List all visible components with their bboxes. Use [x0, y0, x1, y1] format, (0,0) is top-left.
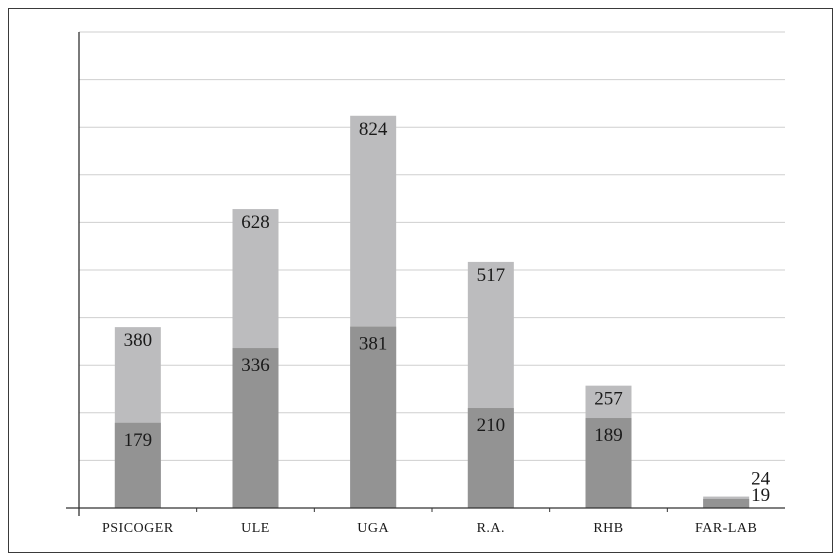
bar-segment [467, 408, 514, 508]
x-tick-label: FAR-LAB [695, 521, 757, 536]
bar-segment [703, 498, 750, 508]
bar-segment [232, 348, 279, 508]
data-label-total: 824 [359, 119, 388, 140]
bar-segment [585, 418, 632, 508]
data-label-total: 380 [124, 330, 153, 351]
data-label-segment: 189 [594, 425, 623, 446]
data-label-segment: 179 [124, 430, 153, 451]
bars [114, 115, 750, 508]
data-label-segment: 210 [477, 415, 506, 436]
data-label-segment: 381 [359, 334, 388, 355]
labels: 380 179 PSICOGER 628 336 ULE 824 381 UGA 517 210 R.… [102, 119, 771, 536]
data-label-total: 517 [477, 265, 506, 286]
x-tick-label: ULE [241, 521, 270, 536]
x-tick-label: UGA [357, 521, 389, 536]
data-label-segment: 19 [751, 485, 770, 506]
x-tick-label: RHB [593, 521, 623, 536]
gridlines [79, 31, 785, 461]
data-label-total: 24 [751, 469, 771, 490]
x-tick-label: PSICOGER [102, 521, 174, 536]
data-label-total: 628 [241, 212, 270, 233]
data-label-segment: 336 [241, 355, 270, 376]
x-tick-label: R.A. [477, 521, 505, 536]
axes [66, 32, 785, 516]
bar-segment [114, 422, 161, 508]
bar-segment [350, 326, 397, 508]
data-label-total: 257 [594, 389, 623, 410]
